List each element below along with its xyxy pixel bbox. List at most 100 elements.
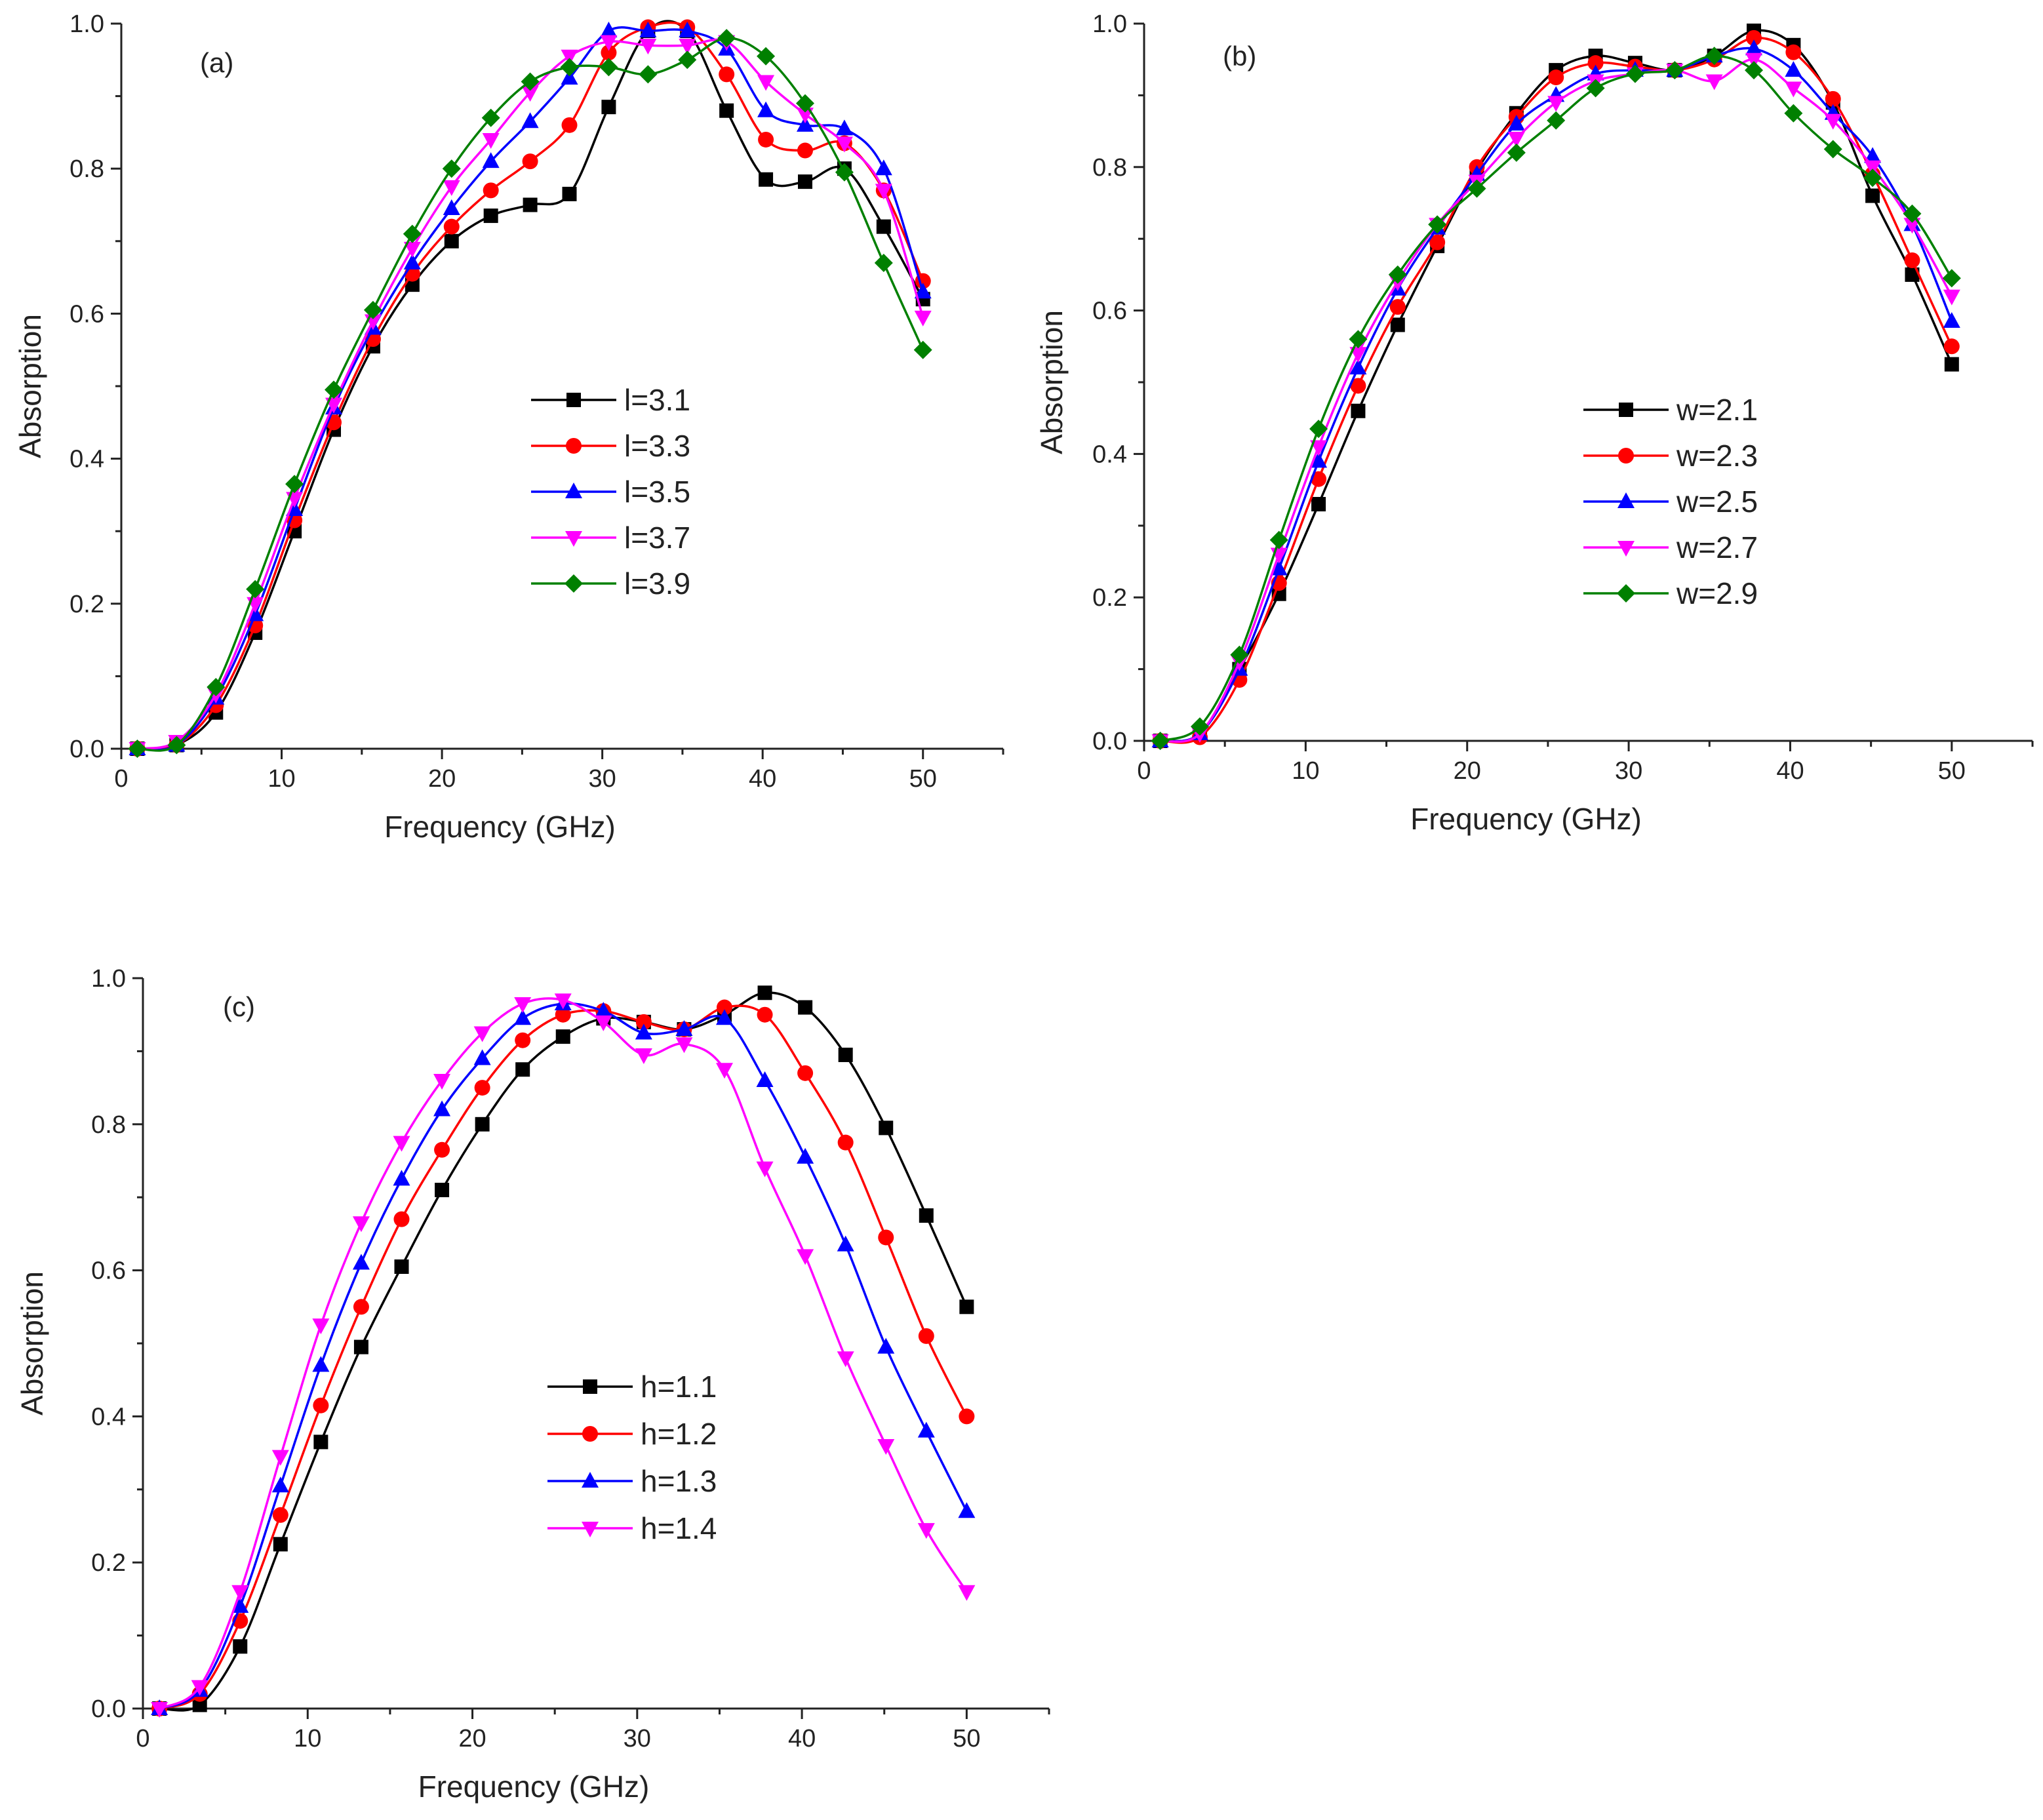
data-point [353, 1299, 369, 1315]
series-w=2.3 [1152, 30, 1960, 749]
data-point [273, 1537, 288, 1552]
data-point [601, 100, 616, 115]
data-point [675, 1037, 693, 1054]
data-point [797, 142, 813, 159]
data-point [1389, 299, 1406, 315]
data-point [1625, 64, 1644, 83]
data-point [1745, 52, 1763, 69]
data-point [878, 1229, 894, 1246]
x-tick-label: 0 [114, 765, 128, 793]
data-point [1903, 204, 1922, 223]
data-point [1823, 140, 1842, 159]
data-point [474, 1080, 490, 1096]
x-tick-label: 10 [268, 765, 295, 793]
data-point [1785, 81, 1802, 98]
data-point [639, 65, 658, 84]
data-point [759, 172, 774, 187]
legend-label: l=3.9 [624, 566, 690, 601]
data-point [835, 163, 854, 182]
legend-marker [1617, 541, 1635, 557]
data-point [444, 233, 459, 248]
data-point [600, 35, 618, 51]
series-w=2.9 [1151, 47, 1961, 750]
legend-marker [582, 1426, 598, 1442]
legend-entry: l=3.1 [531, 383, 690, 417]
data-point [756, 1161, 774, 1177]
legend-marker [582, 1522, 599, 1537]
data-point [363, 300, 382, 319]
legend-label: w=2.9 [1676, 576, 1758, 610]
series-line [137, 26, 924, 751]
data-point [797, 174, 812, 189]
legend-marker [1619, 403, 1633, 417]
data-point [679, 22, 696, 38]
data-point [837, 1134, 854, 1151]
data-point [561, 68, 578, 85]
x-tick-label: 50 [953, 1725, 980, 1752]
data-point [1705, 74, 1723, 90]
x-tick-label: 20 [1454, 757, 1481, 785]
series-l=3.9 [128, 29, 932, 758]
legend-marker [1617, 584, 1635, 603]
data-point [1269, 530, 1288, 549]
data-point [1943, 289, 1960, 306]
data-point [874, 253, 893, 272]
data-point [473, 1026, 491, 1042]
legend-marker [566, 393, 581, 407]
data-point [1905, 267, 1920, 282]
data-point [231, 1585, 249, 1601]
y-axis-title: Absorption [15, 1271, 49, 1415]
data-point [716, 999, 732, 1016]
series-line [137, 21, 924, 751]
x-axis-title: Frequency (GHz) [1410, 802, 1642, 836]
legend-label: w=2.5 [1676, 485, 1758, 519]
data-point [231, 1597, 249, 1613]
legend-entry: h=1.4 [547, 1511, 717, 1545]
data-point [797, 1249, 814, 1265]
data-point [1507, 115, 1525, 131]
data-point [875, 184, 892, 200]
legend-entry: w=2.7 [1583, 530, 1758, 564]
series-line [1160, 54, 1953, 742]
data-point [1944, 357, 1959, 372]
data-point [595, 1015, 612, 1031]
data-point [473, 1049, 491, 1065]
legend-entry: l=3.7 [531, 521, 690, 555]
data-point [719, 103, 734, 118]
legend-marker [566, 438, 582, 454]
legend-marker [565, 483, 582, 498]
data-point [483, 182, 499, 199]
data-point [1903, 218, 1921, 234]
data-point [1547, 96, 1565, 112]
data-point [1785, 44, 1802, 60]
data-point [352, 1254, 370, 1270]
data-point [325, 380, 344, 399]
x-tick-label: 0 [1137, 757, 1151, 785]
data-point [959, 1408, 975, 1425]
y-tick-label: 0.4 [91, 1403, 126, 1431]
data-point [521, 86, 539, 102]
data-point [635, 1023, 652, 1040]
legend-label: w=2.7 [1676, 530, 1758, 564]
legend-entry: l=3.9 [531, 566, 690, 601]
data-point [595, 1002, 612, 1018]
data-point [1351, 403, 1366, 418]
series-h=1.1 [152, 985, 974, 1716]
y-tick-label: 0.2 [91, 1549, 126, 1577]
data-point [678, 50, 697, 69]
x-tick-label: 30 [588, 765, 616, 793]
panel-a: 0 10 20 30 40 50 0.0 0.2 0.4 0.6 0.8 1.0 Frequency (… [13, 10, 1004, 844]
data-point [1824, 113, 1842, 130]
data-point [1943, 338, 1960, 355]
data-point [796, 115, 814, 132]
data-point [443, 180, 460, 196]
data-point [393, 1136, 410, 1152]
y-tick-label: 0.2 [1092, 584, 1127, 612]
data-point [482, 152, 500, 168]
y-tick-label: 0.8 [91, 1111, 126, 1139]
data-point [1943, 312, 1960, 328]
data-point [1349, 359, 1367, 375]
data-point [1310, 452, 1328, 468]
x-tick-label: 50 [909, 765, 937, 793]
panel-c: 0 10 20 30 40 50 0.0 0.2 0.4 0.6 0.8 1.0 Frequency (… [15, 965, 1050, 1804]
